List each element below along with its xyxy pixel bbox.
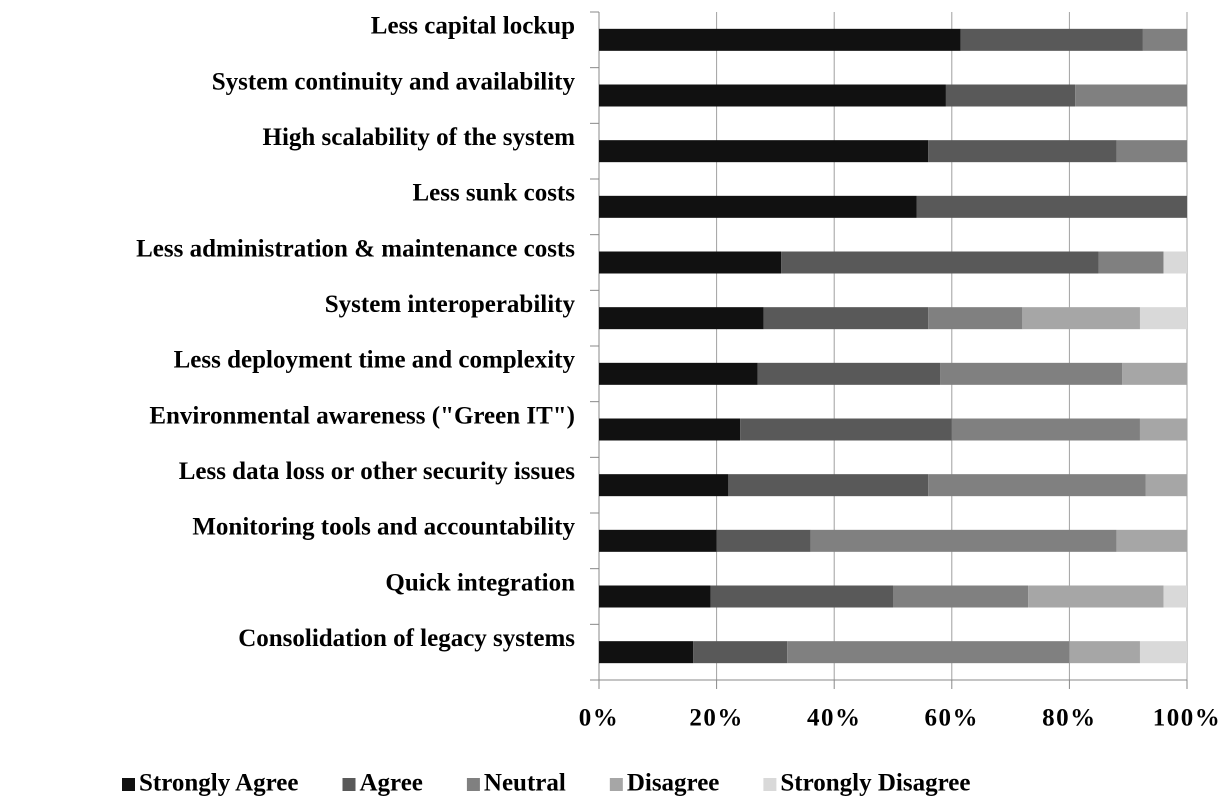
x-tick-label: 80% <box>1042 705 1097 732</box>
category-label: Monitoring tools and accountability <box>192 514 575 541</box>
x-tick-label: 0% <box>579 705 620 732</box>
bar-segment <box>1098 251 1164 274</box>
legend-swatch <box>342 778 356 791</box>
bar-segment <box>599 307 764 330</box>
bar-segment <box>599 641 694 664</box>
bar-segment <box>940 362 1123 385</box>
bar-segment <box>716 529 811 552</box>
bar-segment <box>1075 84 1187 107</box>
bar-segment <box>599 474 729 497</box>
bar-segment <box>1145 474 1187 497</box>
bar-segment <box>787 641 1070 664</box>
category-label: Less deployment time and complexity <box>174 347 576 374</box>
category-label: Less data loss or other security issues <box>179 458 576 485</box>
category-label: Less sunk costs <box>412 180 575 207</box>
bar-segment <box>599 140 929 163</box>
legend-label: Agree <box>360 770 423 797</box>
bar-segment <box>1163 251 1187 274</box>
bar-segment <box>928 140 1117 163</box>
bar-segment <box>960 28 1143 51</box>
bar-segment <box>763 307 929 330</box>
bar-segment <box>1022 307 1140 330</box>
bar-segment <box>928 307 1023 330</box>
x-tick-label: 40% <box>807 705 862 732</box>
legend-label: Disagree <box>627 770 720 797</box>
legend-swatch <box>609 778 623 791</box>
category-label: Environmental awareness ("Green IT") <box>149 402 575 429</box>
bar-segment <box>1116 529 1187 552</box>
bar-segment <box>928 474 1146 497</box>
bar-segment <box>1122 362 1187 385</box>
bar-segment <box>599 585 711 608</box>
legend-label: Strongly Disagree <box>780 770 970 797</box>
bar-segment <box>781 251 1099 274</box>
category-label: Quick integration <box>385 569 575 596</box>
bar-segment <box>810 529 1117 552</box>
bar-segment <box>728 474 929 497</box>
bar-segment <box>1139 307 1187 330</box>
bar-segment <box>951 418 1140 441</box>
category-label: System interoperability <box>325 291 576 318</box>
category-label: System continuity and availability <box>212 68 576 95</box>
bar-segment <box>1142 28 1187 51</box>
bar-segment <box>740 418 952 441</box>
bar-segment <box>599 529 717 552</box>
x-tick-label: 60% <box>925 705 980 732</box>
bar-segment <box>1139 418 1187 441</box>
category-label: High scalability of the system <box>263 124 576 151</box>
bar-segment <box>599 418 741 441</box>
legend-label: Strongly Agree <box>139 770 299 797</box>
bar-segment <box>945 84 1076 107</box>
x-tick-label: 20% <box>689 705 744 732</box>
legend-label: Neutral <box>484 770 566 797</box>
bar-segment <box>916 195 1187 218</box>
bar-segment <box>1028 585 1164 608</box>
bar-segment <box>599 28 961 51</box>
bar-segment <box>1116 140 1187 163</box>
x-tick-label: 100% <box>1153 705 1222 732</box>
bar-segment <box>599 362 758 385</box>
legend-swatch <box>122 778 135 791</box>
bar-segment <box>599 84 946 107</box>
bar-segment <box>1163 585 1187 608</box>
bar-segment <box>893 585 1029 608</box>
category-label: Less capital lockup <box>371 13 575 40</box>
category-label: Less administration & maintenance costs <box>136 235 575 262</box>
legend-swatch <box>466 778 480 791</box>
bar-segment <box>710 585 893 608</box>
legend-swatch <box>763 778 777 791</box>
bar-segment <box>1069 641 1140 664</box>
bar-segment <box>599 195 917 218</box>
bar-segment <box>599 251 782 274</box>
bar-segment <box>693 641 788 664</box>
bar-segment <box>1139 641 1187 664</box>
category-label: Consolidation of legacy systems <box>238 625 575 652</box>
bar-segment <box>757 362 941 385</box>
